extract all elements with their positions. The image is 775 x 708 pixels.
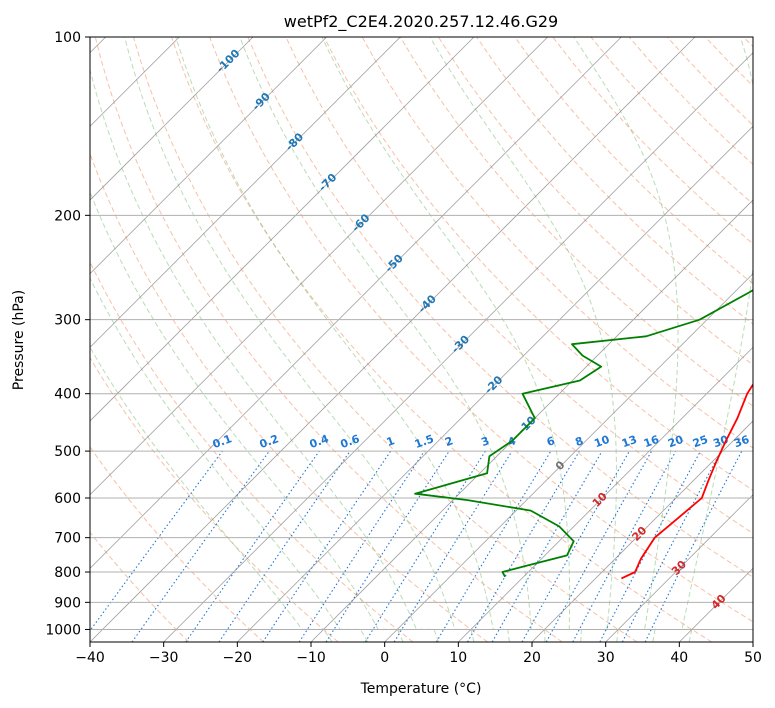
dry-adiabat-line	[94, 37, 563, 642]
dry-adiabat-line	[361, 37, 753, 449]
x-axis-label: Temperature (°C)	[360, 681, 482, 697]
mixing-ratio-line	[131, 450, 270, 642]
dry-adiabat-line	[90, 446, 264, 642]
x-tick-label: −40	[75, 650, 105, 666]
dry-adiabat-line	[132, 37, 638, 642]
x-tick-label: 30	[597, 650, 615, 666]
mixing-ratio-line	[90, 450, 223, 632]
isotherm-line	[163, 52, 753, 642]
mixing-ratio-label: 3	[479, 434, 491, 449]
y-tick-label: 100	[54, 30, 81, 46]
axes: −40 −30 −20 −10 0 10 20 30 40 5010020030040050060…	[45, 30, 762, 666]
isotherm-line	[605, 494, 753, 642]
mixing-ratio-label: 6	[545, 434, 557, 449]
mixing-ratio-line	[521, 450, 630, 642]
x-tick-label: 10	[449, 650, 467, 666]
moist-adiabat-line	[239, 37, 546, 642]
mixing-ratio-label: 25	[691, 433, 710, 450]
mixing-ratio-label: 36	[732, 433, 751, 451]
isotherm-line	[90, 37, 696, 642]
moist-adiabat-line	[90, 346, 333, 642]
dry-adiabat-line	[514, 37, 753, 285]
mixing-ratio-label: 8	[573, 434, 585, 449]
x-tick-label: −20	[223, 650, 253, 666]
mixing-ratio-label: 30	[711, 433, 730, 451]
y-tick-label: 1000	[45, 622, 81, 638]
dry-adiabat-line	[323, 37, 753, 491]
x-tick-label: 0	[380, 650, 389, 666]
x-tick-label: 20	[523, 650, 541, 666]
x-tick-label: 40	[670, 650, 688, 666]
mixing-ratio-label: 0.1	[211, 432, 234, 451]
isotherm-line	[90, 37, 401, 348]
mixing-ratio-label: 1.5	[413, 432, 436, 451]
mixing-ratio-line	[572, 450, 677, 642]
mixing-ratio-label: 10	[593, 433, 612, 451]
mixing-ratio-line	[545, 450, 653, 642]
y-tick-label: 500	[54, 444, 81, 460]
mixing-ratio-label: 1	[385, 434, 397, 449]
plot-frame	[89, 36, 754, 643]
mixing-ratio-label: 20	[666, 433, 685, 451]
y-tick-label: 200	[54, 208, 81, 224]
moist-adiabat-line	[124, 37, 475, 642]
x-tick-label: 50	[744, 650, 762, 666]
mixing-ratio-label: 0.6	[339, 432, 362, 451]
mixing-ratio-label: 2	[443, 434, 455, 449]
mixing-ratio-line	[325, 450, 450, 642]
dry-adiabat-line	[399, 37, 753, 407]
x-tick-label: −10	[296, 650, 326, 666]
chart-title: wetPf2_C2E4.2020.257.12.46.G29	[284, 12, 558, 32]
dry-adiabat-line	[285, 37, 753, 535]
mixing-ratio-line	[393, 450, 513, 642]
isotherm-line	[90, 37, 475, 422]
mixing-ratio-line	[298, 450, 425, 642]
y-tick-label: 800	[54, 565, 81, 581]
dry-adiabat-line	[90, 152, 488, 642]
y-axis-label: Pressure (hPa)	[11, 290, 27, 390]
dry-adiabat-line	[171, 37, 712, 642]
mixing-ratio-line	[262, 450, 392, 642]
dry-adiabat-line	[90, 356, 339, 642]
moist-adiabat-line	[681, 37, 753, 642]
mixing-ratio-line	[185, 450, 320, 642]
dewpoint-profile-line	[414, 289, 753, 578]
moist-adiabat-line	[429, 37, 619, 642]
background-lines	[90, 37, 753, 642]
mixing-ratio-label: 0.2	[258, 432, 281, 451]
isotherm-line	[90, 37, 254, 201]
plot-background	[90, 37, 753, 642]
temperature-profile-line	[621, 382, 753, 580]
isotherm-line	[90, 37, 622, 569]
y-tick-label: 400	[54, 387, 81, 403]
y-tick-label: 300	[54, 313, 81, 329]
dry-adiabat-line	[437, 37, 753, 366]
y-tick-label: 900	[54, 595, 81, 611]
isotherm-line	[384, 273, 753, 642]
y-tick-label: 700	[54, 531, 81, 547]
isotherm-line	[90, 37, 327, 275]
isotherm-line	[237, 125, 753, 642]
y-tick-label: 600	[54, 491, 81, 507]
mixing-ratio-line	[218, 450, 351, 642]
moist-adiabat-line	[175, 37, 510, 642]
mixing-ratio-label: 0.4	[308, 432, 331, 451]
x-tick-label: −30	[149, 650, 179, 666]
moist-adiabat-line	[573, 37, 679, 642]
isotherm-line	[531, 420, 753, 642]
mixing-ratio-label: 13	[620, 433, 639, 450]
isotherm-line	[458, 346, 753, 642]
dry-adiabat-line	[247, 37, 753, 578]
dry-adiabat-line	[90, 531, 190, 642]
mixing-ratio-line	[644, 450, 743, 642]
isotherm-line	[90, 37, 548, 496]
moist-adiabat-line	[90, 190, 404, 642]
mixing-ratio-label: 16	[642, 433, 661, 451]
dry-adiabat-line	[209, 37, 753, 623]
profiles	[414, 289, 753, 580]
